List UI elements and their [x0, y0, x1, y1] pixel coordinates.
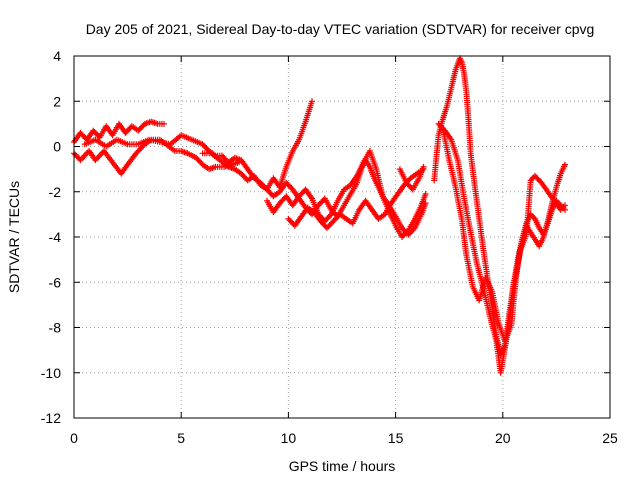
series-track-a: [71, 118, 167, 145]
axis-ticks: 0 5 10 15 20 25 -12 -10 -8 -6 -4 -2 0 2 4: [41, 48, 618, 446]
y-tick-label: -10: [41, 365, 61, 381]
data-point: [78, 131, 85, 138]
grid: [74, 56, 610, 418]
y-tick-label: -8: [49, 320, 62, 336]
series-line-track-c: [84, 101, 313, 191]
y-tick-label: 4: [53, 48, 61, 64]
x-tick-label: 15: [388, 430, 404, 446]
x-tick-label: 20: [495, 430, 511, 446]
x-tick-label: 0: [70, 430, 78, 446]
data-point: [562, 202, 568, 209]
y-tick-label: 2: [53, 93, 61, 109]
y-axis-label: SDTVAR / TECUs: [6, 181, 22, 293]
series-track-e: [264, 148, 429, 240]
data-point: [422, 191, 429, 197]
series-track-c: [81, 98, 315, 193]
data-point: [161, 120, 167, 127]
y-tick-label: -2: [49, 184, 62, 200]
x-tick-label: 25: [602, 430, 618, 446]
y-tick-label: -12: [41, 410, 61, 426]
series-track-j: [439, 125, 568, 345]
x-tick-label: 5: [177, 430, 185, 446]
plot-frame: [73, 55, 611, 419]
chart-title: Day 205 of 2021, Sidereal Day-to-day VTE…: [86, 21, 595, 37]
series-track-h: [431, 55, 568, 358]
x-tick-label: 10: [281, 430, 297, 446]
y-tick-label: 0: [53, 139, 61, 155]
data-point: [535, 177, 542, 183]
y-tick-label: -4: [49, 229, 62, 245]
data-point: [327, 212, 333, 219]
series-line-track-h: [433, 57, 566, 357]
data-point: [562, 161, 568, 168]
data-point: [309, 98, 315, 105]
data-point: [420, 163, 427, 170]
x-axis-label: GPS time / hours: [289, 458, 396, 474]
series-track-g: [396, 163, 427, 193]
data-series-group: [71, 55, 568, 376]
y-tick-label: -6: [49, 274, 62, 290]
